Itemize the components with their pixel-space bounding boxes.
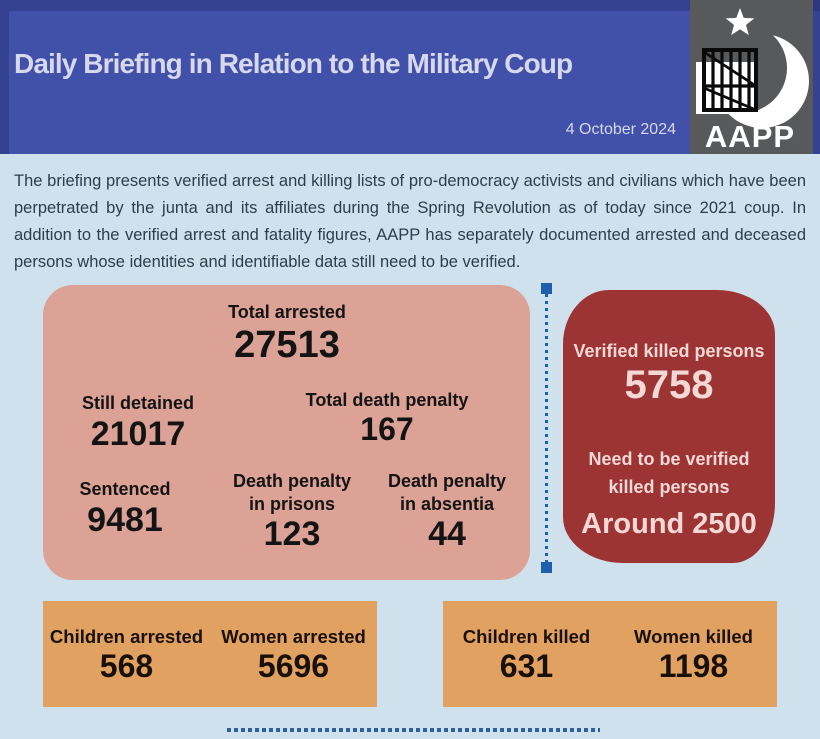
stat-label: Death penalty [232, 471, 352, 491]
killed-stats-panel: Verified killed persons 5758 Need to be … [563, 290, 775, 563]
prison-gate-icon [696, 48, 758, 114]
stat-label: Verified killed persons [573, 341, 765, 361]
stat-value: 27513 [234, 323, 340, 366]
stat-value: 9481 [87, 500, 163, 539]
stat-value: 1198 [658, 647, 729, 684]
arrest-stats-panel: Total arrested 27513 Still detained 2101… [43, 285, 530, 580]
stat-value: Around 2500 [581, 507, 757, 540]
stat-value: 123 [263, 515, 321, 553]
stat-label: Total death penalty [305, 390, 469, 410]
aapp-logo: AAPP [690, 0, 813, 154]
stat-value: 5758 [624, 362, 714, 407]
stat-children-killed: Children killed 631 [443, 601, 610, 707]
stat-value: 44 [428, 515, 466, 553]
stat-label: killed persons [608, 476, 730, 497]
header-band: Daily Briefing in Relation to the Milita… [0, 0, 820, 154]
divider-dotted-vertical [540, 283, 552, 573]
stat-label: in absentia [399, 493, 495, 514]
stat-children-arrested: Children arrested 568 [43, 601, 210, 707]
divider-bottom-cap [540, 562, 552, 573]
date-label: 4 October 2024 [565, 121, 676, 138]
stat-label: Need to be verified [588, 449, 750, 469]
intro-paragraph: The briefing presents verified arrest an… [14, 172, 806, 271]
divider-line [544, 294, 548, 562]
stat-still-detained: Still detained 21017 [82, 392, 194, 453]
stat-label: Children killed [462, 625, 591, 647]
stat-value: 631 [499, 647, 554, 684]
stat-label: Women arrested [221, 625, 366, 647]
stat-label: Death penalty [387, 471, 507, 491]
stat-women-arrested: Women arrested 5696 [210, 601, 377, 707]
stat-label: Sentenced [79, 479, 171, 499]
stat-label: Still detained [81, 393, 195, 413]
stat-death-penalty-absentia: Death penalty in absentia 44 [388, 470, 506, 553]
logo-box: AAPP [690, 0, 813, 154]
children-women-killed-panel: Children killed 631 Women killed 1198 [443, 601, 777, 707]
star-icon [725, 8, 755, 36]
stat-total-arrested: Total arrested 27513 [228, 301, 346, 366]
stat-sentenced: Sentenced 9481 [79, 478, 170, 539]
children-women-arrested-panel: Children arrested 568 Women arrested 569… [43, 601, 377, 707]
stat-death-penalty-prisons: Death penalty in prisons 123 [233, 470, 351, 553]
logo-text: AAPP [705, 119, 795, 154]
stat-value: 167 [360, 410, 414, 447]
stat-women-killed: Women killed 1198 [610, 601, 777, 707]
stat-label: Children arrested [49, 625, 204, 647]
stat-value: 568 [99, 647, 154, 684]
stat-value: 21017 [90, 414, 186, 453]
stat-need-verified-killed: Need to be verified killed persons Aroun… [563, 446, 775, 540]
divider-dotted-horizontal [227, 728, 600, 732]
stat-label: Women killed [634, 625, 753, 647]
page-title: Daily Briefing in Relation to the Milita… [14, 48, 573, 79]
stat-value: 5696 [257, 647, 330, 684]
divider-top-cap [540, 283, 552, 294]
stat-total-death-penalty: Total death penalty 167 [306, 389, 469, 447]
stat-label: in prisons [248, 493, 335, 514]
stat-verified-killed: Verified killed persons 5758 [563, 340, 775, 407]
stat-label: Total arrested [228, 302, 346, 322]
